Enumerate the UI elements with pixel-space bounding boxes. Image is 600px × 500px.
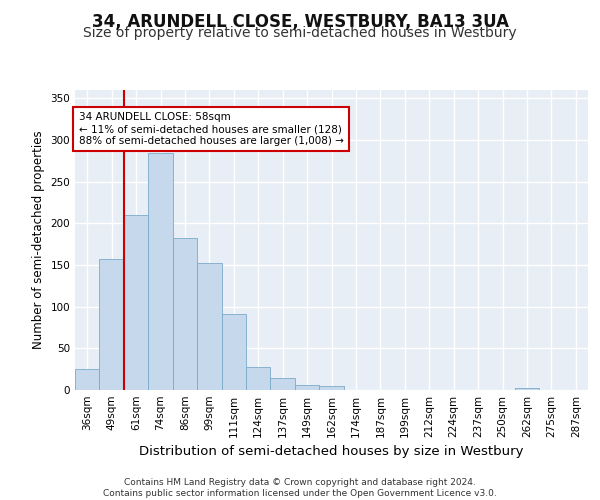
X-axis label: Distribution of semi-detached houses by size in Westbury: Distribution of semi-detached houses by …: [139, 446, 524, 458]
Bar: [173, 238, 197, 390]
Bar: [221, 314, 246, 390]
Bar: [515, 388, 539, 390]
Bar: [75, 369, 100, 390]
Bar: [246, 366, 271, 390]
Bar: [319, 386, 344, 390]
Bar: [124, 215, 148, 390]
Bar: [197, 264, 221, 390]
Text: 34, ARUNDELL CLOSE, WESTBURY, BA13 3UA: 34, ARUNDELL CLOSE, WESTBURY, BA13 3UA: [91, 12, 509, 30]
Bar: [148, 152, 173, 390]
Y-axis label: Number of semi-detached properties: Number of semi-detached properties: [32, 130, 45, 350]
Text: 34 ARUNDELL CLOSE: 58sqm
← 11% of semi-detached houses are smaller (128)
88% of : 34 ARUNDELL CLOSE: 58sqm ← 11% of semi-d…: [79, 112, 344, 146]
Bar: [100, 259, 124, 390]
Text: Contains HM Land Registry data © Crown copyright and database right 2024.
Contai: Contains HM Land Registry data © Crown c…: [103, 478, 497, 498]
Text: Size of property relative to semi-detached houses in Westbury: Size of property relative to semi-detach…: [83, 26, 517, 40]
Bar: [271, 378, 295, 390]
Bar: [295, 385, 319, 390]
